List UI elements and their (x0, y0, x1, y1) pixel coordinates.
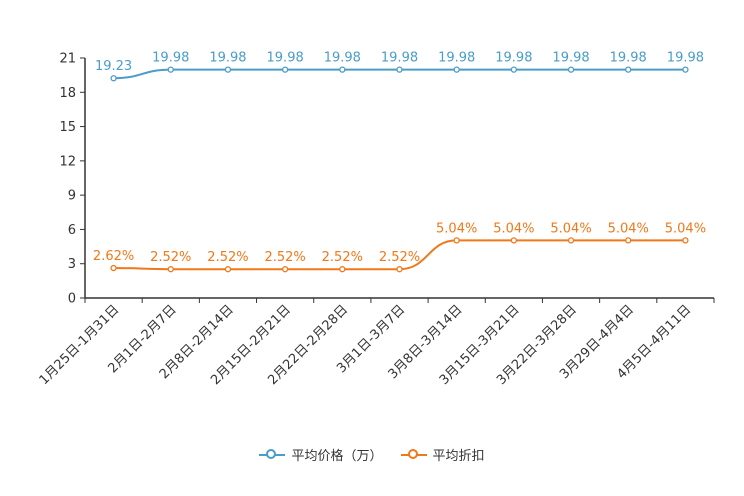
y-tick-label: 21 (59, 52, 76, 67)
data-label-discount: 5.04% (493, 221, 534, 236)
data-label-discount: 2.62% (93, 249, 134, 264)
data-point-price (281, 66, 289, 73)
legend: 平均价格（万） 平均折扣 (0, 445, 744, 464)
legend-price-label: 平均价格（万） (291, 449, 383, 464)
y-tick-label: 9 (68, 189, 76, 204)
data-label-price: 19.98 (438, 51, 475, 66)
data-point-discount (625, 237, 632, 244)
legend-discount-label: 平均折扣 (432, 449, 485, 464)
data-point-discount (682, 237, 689, 244)
data-point-discount (567, 237, 575, 244)
data-point-price (682, 66, 689, 73)
data-label-discount: 2.52% (264, 250, 305, 265)
data-point-price (567, 66, 575, 73)
data-point-price (625, 66, 632, 73)
legend-price-line-icon (259, 448, 286, 462)
data-point-discount (281, 266, 289, 273)
data-point-discount (510, 237, 518, 244)
data-label-discount: 5.04% (608, 221, 649, 236)
data-point-price (224, 66, 232, 73)
legend-item-discount[interactable]: 平均折扣 (400, 445, 485, 464)
data-label-price: 19.98 (667, 51, 704, 66)
data-point-discount (167, 266, 174, 273)
data-label-discount: 2.52% (207, 250, 248, 265)
data-label-price: 19.98 (209, 51, 246, 66)
data-label-discount: 5.04% (550, 221, 591, 236)
y-tick-label: 3 (68, 257, 76, 272)
data-point-discount (396, 266, 403, 273)
data-label-discount: 5.04% (436, 221, 477, 236)
data-label-price: 19.23 (95, 59, 132, 74)
data-point-price (453, 66, 460, 73)
data-label-price: 19.98 (381, 51, 418, 66)
data-label-discount: 2.52% (322, 250, 363, 265)
data-label-discount: 5.04% (665, 221, 706, 236)
data-point-price (510, 66, 518, 73)
y-tick-label: 15 (59, 120, 76, 135)
data-label-discount: 2.52% (150, 250, 191, 265)
data-point-discount (110, 264, 117, 272)
y-tick-label: 12 (59, 154, 76, 169)
data-point-price (110, 75, 117, 82)
data-label-price: 19.98 (610, 51, 647, 66)
data-point-discount (224, 266, 232, 273)
data-point-discount (339, 266, 346, 273)
legend-item-price[interactable]: 平均价格（万） (259, 445, 383, 464)
data-point-price (167, 66, 174, 73)
y-tick-label: 6 (68, 223, 76, 238)
line-chart: 0369121518211月25日-1月31日2月1日-2月7日2月8日-2月1… (37, 51, 715, 388)
data-label-price: 19.98 (152, 51, 189, 66)
x-tick-label: 1月25日-1月31日 (37, 302, 123, 388)
legend-discount-line-icon (400, 448, 427, 462)
data-label-price: 19.98 (324, 51, 361, 66)
data-label-price: 19.98 (495, 51, 532, 66)
data-point-price (339, 66, 346, 73)
data-point-discount (453, 237, 460, 244)
data-label-discount: 2.52% (379, 250, 420, 265)
data-point-price (396, 66, 403, 73)
data-label-price: 19.98 (267, 51, 304, 66)
data-label-price: 19.98 (552, 51, 589, 66)
y-tick-label: 0 (68, 292, 76, 307)
y-tick-label: 18 (59, 86, 76, 101)
